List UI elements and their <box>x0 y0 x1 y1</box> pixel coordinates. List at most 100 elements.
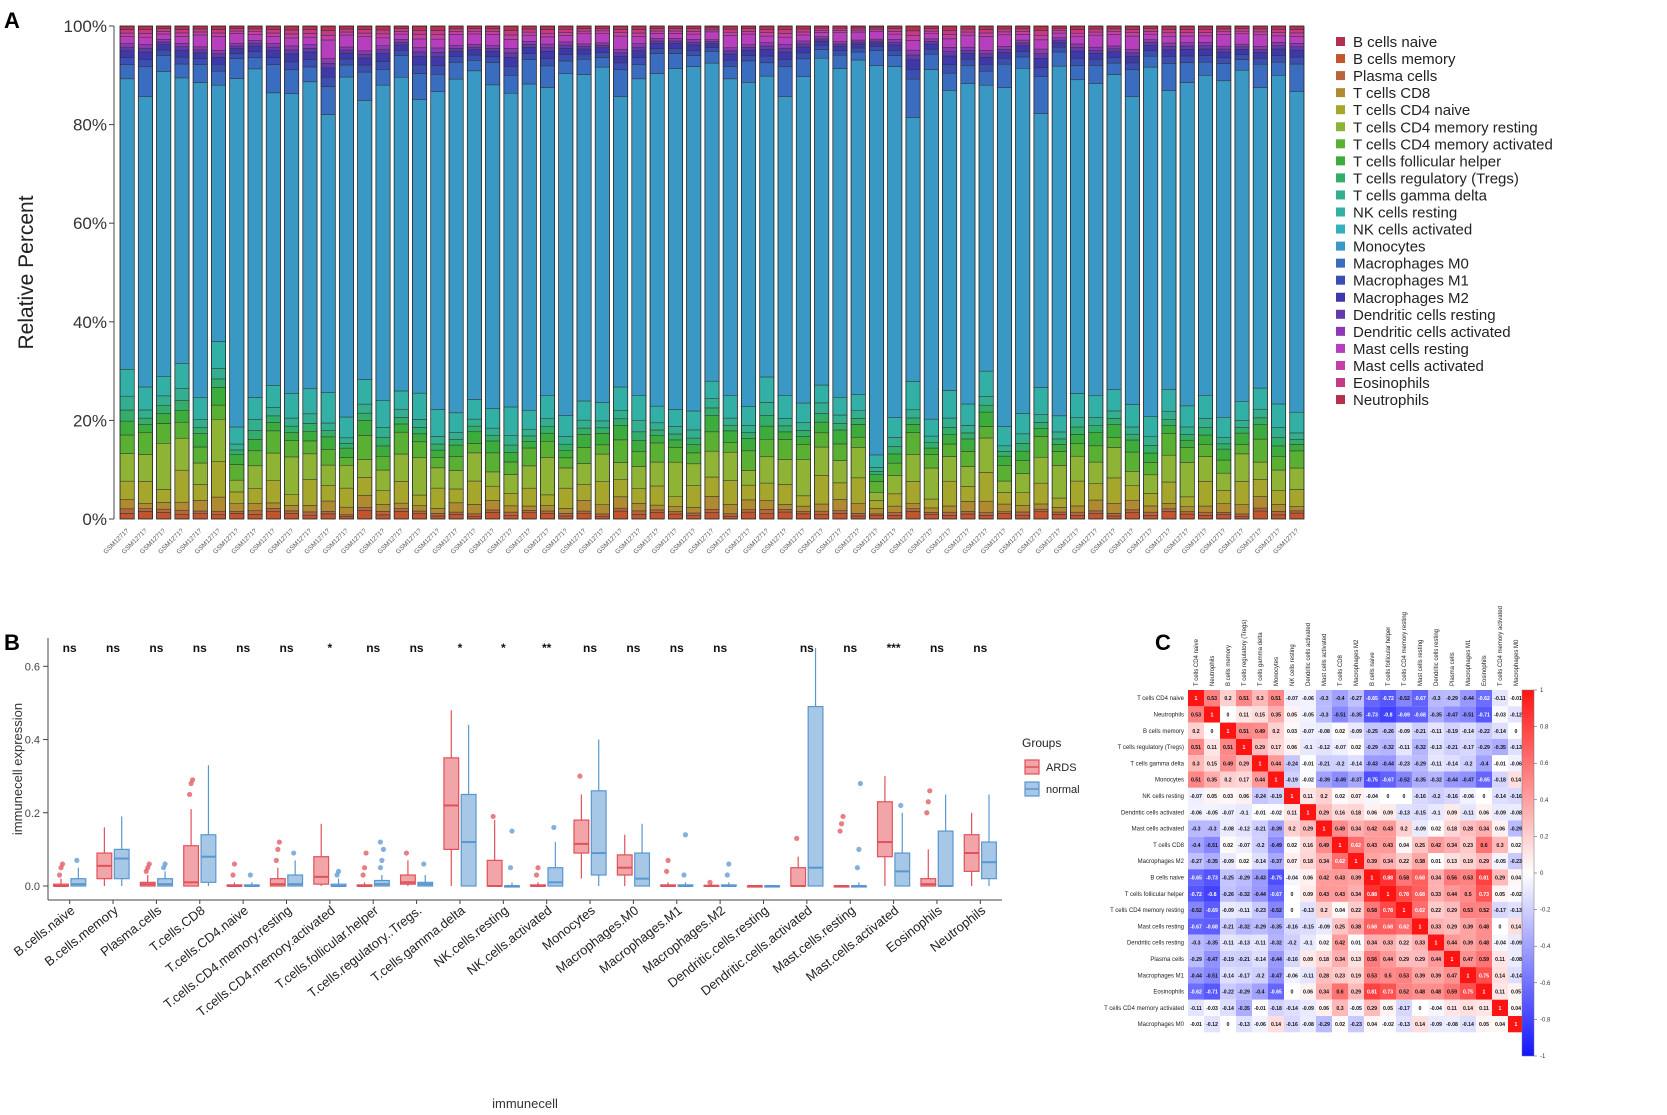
heatmap-cell-value: -0.01 <box>1494 761 1506 767</box>
bar-segment <box>412 505 427 512</box>
bar-segment <box>138 424 153 434</box>
bar-segment <box>1106 389 1122 412</box>
heatmap-cell <box>1492 983 1508 1000</box>
heatmap-cell-value: -0.02 <box>1510 892 1522 898</box>
heatmap-cell <box>1300 706 1316 723</box>
bar-segment <box>1124 52 1140 57</box>
bar-segment <box>1289 91 1305 413</box>
bar-outline <box>850 25 866 520</box>
heatmap-cell <box>1460 1016 1476 1033</box>
legend-label: T cells follicular helper <box>1353 153 1501 170</box>
heatmap-cell-value: -0.4 <box>1192 843 1201 849</box>
heatmap-cell <box>1508 738 1524 756</box>
bar-segment <box>558 515 574 520</box>
heatmap-cell-value: -0.13 <box>1238 1022 1250 1028</box>
bar-segment <box>905 511 921 520</box>
bar-segment <box>1289 489 1305 507</box>
bar-segment <box>485 62 501 86</box>
bar-segment <box>613 479 628 498</box>
heatmap-cell-value: -0.04 <box>1286 875 1298 881</box>
heatmap-cell-value: 0.49 <box>1335 827 1345 833</box>
bar-segment <box>1289 411 1305 434</box>
bar-segment <box>302 44 318 49</box>
bar-segment <box>138 386 153 411</box>
heatmap-cell <box>1332 950 1348 968</box>
bar-outline <box>1015 25 1031 520</box>
heatmap-cell-value: -0.09 <box>1494 810 1506 816</box>
bar-segment <box>960 486 976 502</box>
bar-segment <box>704 476 720 497</box>
heatmap-cell-value: 1 <box>1339 843 1342 849</box>
bar-segment <box>741 406 756 426</box>
bar-segment <box>1143 445 1159 454</box>
bar-segment <box>1234 69 1250 402</box>
bar-segment <box>1124 499 1140 511</box>
bar-segment <box>156 502 172 510</box>
bar-segment <box>156 28 172 32</box>
heatmap-cell-value: -0.19 <box>1222 957 1234 963</box>
bar-outline <box>1033 25 1049 520</box>
heatmap-cell-value: 0.39 <box>1431 973 1441 979</box>
bar-segment <box>777 395 793 419</box>
heatmap-cell <box>1380 853 1396 870</box>
bar-segment <box>1216 80 1232 418</box>
heatmap-cell <box>1476 999 1492 1016</box>
bar-outline <box>521 25 537 520</box>
bar-segment <box>686 463 702 486</box>
heatmap-cell-value: 0.62 <box>1399 924 1409 930</box>
legend-label: Monocytes <box>1353 239 1426 256</box>
heatmap-cell <box>1268 820 1284 837</box>
heatmap-col-label: Macrophages M2 <box>1354 639 1360 686</box>
heatmap-cell <box>1428 755 1444 772</box>
bar-segment <box>156 31 172 35</box>
bar-segment <box>960 46 976 51</box>
bar-segment <box>265 50 281 58</box>
bar-segment <box>814 446 830 476</box>
box-body <box>573 819 590 854</box>
bar-segment <box>832 443 848 461</box>
bar-segment <box>832 30 848 33</box>
bar-segment <box>649 53 665 74</box>
bar-segment <box>320 449 336 466</box>
heatmap-cell-value: -0.09 <box>1414 827 1426 833</box>
bar-segment <box>704 380 720 399</box>
heatmap-cell <box>1380 901 1396 919</box>
heatmap-cell-value: -0.52 <box>1398 778 1410 784</box>
heatmap-cell <box>1204 706 1220 723</box>
bar-segment <box>777 511 793 520</box>
bar-segment <box>1143 28 1159 32</box>
bar-outline <box>1088 25 1104 520</box>
significance-label: ns <box>279 641 293 655</box>
bar-segment <box>1216 45 1232 50</box>
bar-segment <box>722 451 738 481</box>
bar-outline <box>814 25 830 520</box>
bar-segment <box>722 395 738 419</box>
bar-segment <box>686 33 702 40</box>
heatmap-cell <box>1396 1016 1412 1033</box>
outlier-point <box>335 868 342 874</box>
heatmap-cell-value: -0.15 <box>1414 810 1426 816</box>
bar-segment <box>375 33 391 39</box>
bar-segment <box>722 25 738 30</box>
bar-segment <box>1252 28 1268 33</box>
bar-segment <box>1106 437 1122 448</box>
bar-segment <box>247 28 263 32</box>
bar-segment <box>576 43 592 47</box>
bar-segment <box>375 504 391 512</box>
bar-segment <box>576 28 592 32</box>
bar-segment <box>320 63 336 69</box>
heatmap-cell <box>1476 771 1492 788</box>
heatmap-cell <box>1380 722 1396 739</box>
bar-segment <box>814 57 830 386</box>
bar-segment <box>1271 456 1286 471</box>
heatmap-cell-value: 1 <box>1275 778 1278 784</box>
bar-segment <box>942 417 957 428</box>
heatmap-row-label: T cells regulatory (Tregs) <box>1118 745 1184 751</box>
bar-segment <box>1234 28 1250 32</box>
bar-segment <box>741 484 756 501</box>
bar-segment <box>284 494 300 506</box>
bar-segment <box>1015 28 1031 32</box>
heatmap-cell-value: -0.29 <box>1414 761 1426 767</box>
bar-segment <box>576 53 592 60</box>
heatmap-cell-value: 0.68 <box>1367 924 1377 930</box>
